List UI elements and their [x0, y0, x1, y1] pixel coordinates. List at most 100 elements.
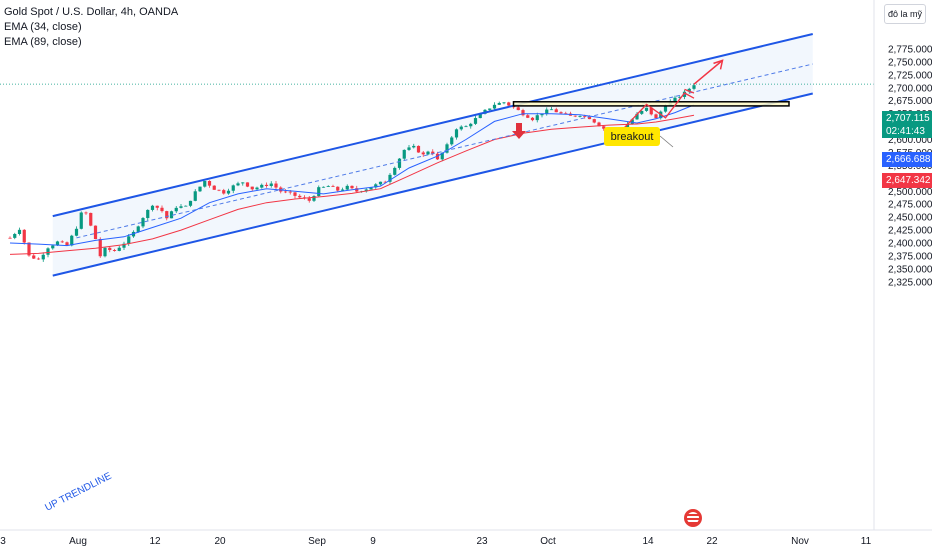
price-tick-label: 2,750.000	[888, 57, 932, 68]
ema34-line	[9, 104, 695, 247]
candle-body	[374, 184, 378, 188]
price-tick-label: 2,350.000	[888, 264, 932, 275]
ema34-price-tag: 2,666.688	[882, 152, 932, 167]
candle-body	[464, 126, 468, 128]
time-tick-label: 12	[149, 536, 161, 547]
candle-body	[426, 151, 430, 155]
candle-body	[269, 183, 273, 186]
ema89-price-tag: 2,647.342	[882, 173, 932, 188]
candle-body	[602, 126, 606, 129]
price-tick-label: 2,400.000	[888, 239, 932, 250]
candle-body	[450, 137, 454, 145]
candle-body	[630, 119, 634, 125]
breakout-label: breakout	[611, 131, 654, 143]
ema34-legend: EMA (34, close)	[4, 21, 82, 33]
price-tick-label: 2,700.000	[888, 83, 932, 94]
candle-body	[478, 113, 482, 119]
candle-body	[492, 104, 497, 109]
price-tick-label: 2,425.000	[888, 226, 932, 237]
last-price-tag: 2,707.115	[882, 111, 932, 126]
candle-body	[41, 254, 45, 260]
candle-body	[174, 207, 178, 212]
candle-body	[340, 189, 345, 191]
candle-body	[89, 212, 93, 226]
candle-body	[350, 185, 354, 189]
ema89-legend: EMA (89, close)	[4, 36, 82, 48]
candle-body	[597, 122, 601, 127]
candle-body	[8, 237, 12, 239]
candle-body	[488, 108, 492, 110]
resistance-zone	[512, 101, 790, 107]
price-tick-label: 2,375.000	[888, 251, 932, 262]
candle-body	[554, 109, 558, 113]
candle-body	[84, 212, 88, 214]
time-tick-label: 11	[861, 536, 872, 547]
candle-body	[155, 205, 159, 208]
time-axis: 3 Aug 12 20 Sep 9 23 Oct 14 22 Nov 11	[0, 536, 871, 547]
candle-body	[545, 109, 549, 114]
candle-body	[440, 152, 444, 160]
candle-body	[692, 85, 696, 89]
candle-body	[274, 183, 278, 188]
candle-body	[70, 235, 74, 246]
candle-body	[587, 116, 592, 120]
time-tick-label: 9	[370, 536, 376, 547]
candle-body	[644, 107, 649, 111]
candle-body	[260, 184, 264, 188]
candle-body	[36, 258, 41, 260]
candle-body	[32, 255, 36, 259]
candle-body	[212, 185, 216, 190]
time-tick-label: Aug	[69, 536, 87, 547]
candle-body	[583, 116, 587, 117]
candle-body	[193, 191, 197, 201]
candle-body	[336, 186, 340, 191]
candle-body	[117, 247, 121, 251]
candle-body	[51, 245, 55, 249]
candle-body	[283, 191, 288, 193]
candle-body	[46, 248, 50, 255]
candle-body	[454, 129, 459, 138]
down-arrow-marker	[512, 123, 526, 139]
candle-body	[540, 113, 544, 116]
time-tick-label: 20	[214, 536, 226, 547]
candle-body	[203, 180, 207, 187]
candle-body	[573, 115, 577, 117]
candle-body	[635, 113, 639, 120]
price-tick-label: 2,675.000	[888, 96, 932, 107]
us-flag-icon[interactable]	[684, 509, 702, 527]
candle-body	[654, 114, 658, 119]
price-tick-label: 2,325.000	[888, 277, 932, 288]
channel-upper-line	[52, 33, 813, 218]
candle-body	[160, 207, 164, 212]
candle-body	[27, 242, 31, 256]
candle-body	[369, 187, 373, 190]
candle-body	[22, 229, 26, 243]
candle-body	[516, 107, 520, 111]
candle-body	[355, 188, 359, 192]
candle-body	[592, 119, 596, 123]
candle-body	[402, 149, 406, 159]
candle-body	[264, 184, 269, 186]
candle-body	[383, 181, 387, 183]
candle-body	[307, 198, 311, 201]
projection-arrow	[693, 59, 723, 85]
candle-body	[112, 250, 117, 251]
candle-body	[179, 206, 183, 208]
candle-body	[13, 233, 17, 238]
channel-mid-line	[76, 63, 813, 239]
candle-body	[60, 241, 64, 243]
candle-body	[559, 112, 563, 114]
candle-body	[507, 102, 511, 106]
candle-body	[678, 96, 682, 98]
candle-body	[74, 228, 79, 236]
candle-body	[165, 211, 169, 219]
candle-body	[530, 117, 535, 121]
candle-body	[146, 209, 150, 219]
currency-button[interactable]: đô la mỹ	[884, 4, 926, 24]
price-tick-label: 2,500.000	[888, 187, 932, 198]
candle-body	[649, 107, 653, 115]
candle-body	[184, 205, 188, 207]
candle-body	[549, 109, 554, 111]
candle-body	[93, 225, 98, 240]
